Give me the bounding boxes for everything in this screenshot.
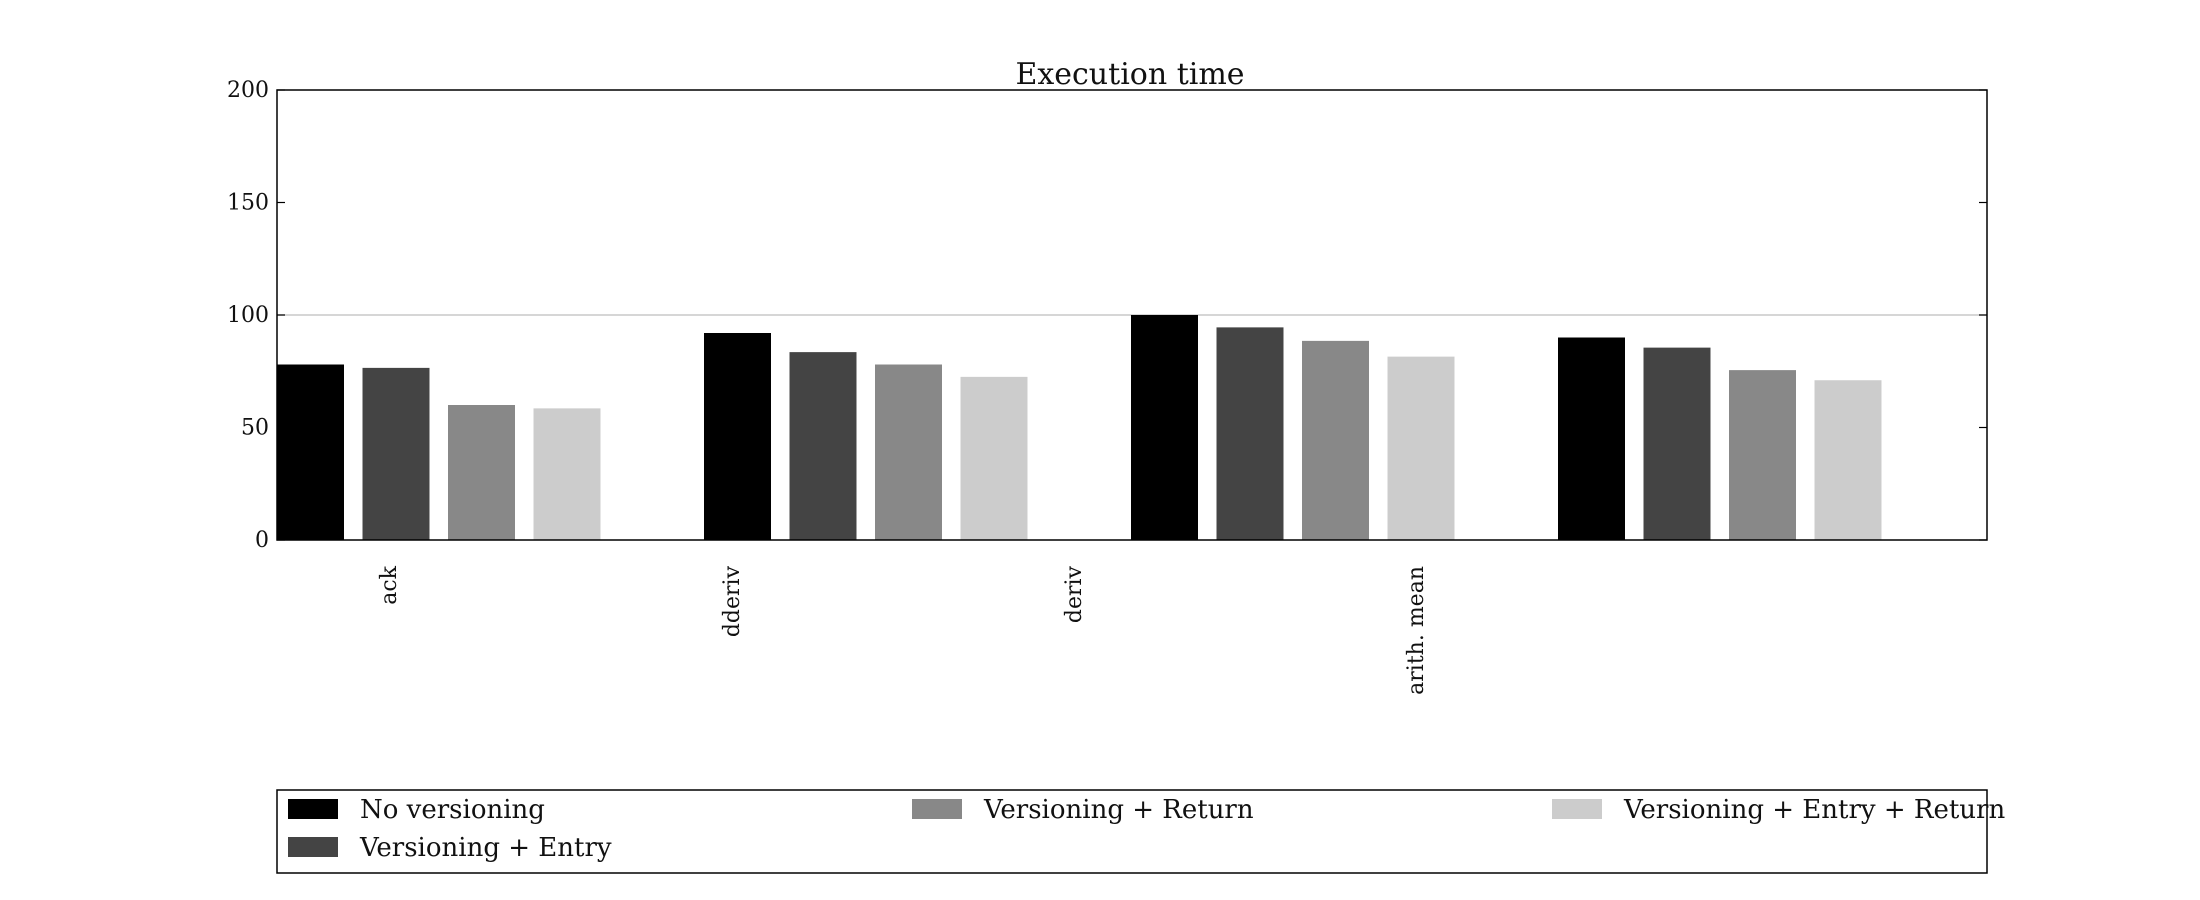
legend-label: Versioning + Entry [359,833,612,863]
bar-3-1 [1131,315,1198,540]
x-tick-label: deriv [1062,565,1087,623]
bar-1-1 [277,364,344,540]
legend-swatch [288,837,338,857]
bar-3-3 [1302,340,1369,540]
legend-frame [276,789,1988,874]
x-tick-label: dderiv [720,565,745,637]
y-tick-label: 50 [241,416,269,441]
legend-swatch [288,799,338,819]
legend-label: No versioning [360,795,545,825]
bars [277,315,1882,540]
bar-1-2 [362,367,430,540]
bar-1-3 [448,405,515,540]
bar-2-1 [704,333,771,540]
y-tick-label: 200 [227,78,269,103]
bar-2-4 [960,376,1028,540]
x-tick-label: ack [377,565,402,604]
legend-swatch [912,799,962,819]
bar-2-3 [875,364,942,540]
bar-4-3 [1729,370,1796,540]
y-tick-label: 0 [255,528,269,553]
legend: No versioning Versioning + Entry Versionin… [276,789,2005,874]
x-axis-labels: ack dderiv deriv arith. mean [377,565,1429,695]
x-tick-label: arith. mean [1404,566,1429,695]
bar-3-2 [1216,327,1284,540]
bar-4-1 [1558,337,1625,540]
bar-4-4 [1814,380,1882,540]
y-tick-label: 150 [227,191,269,216]
bar-4-2 [1643,347,1711,540]
bar-3-4 [1387,356,1455,540]
y-axis-ticks: 0 50 100 150 200 [227,78,1987,553]
bar-1-4 [533,408,601,540]
legend-label: Versioning + Return [983,795,1254,825]
chart-title: Execution time [1015,57,1244,92]
legend-items: No versioning Versioning + Entry Versionin… [288,795,2005,863]
bar-2-2 [789,352,857,540]
legend-swatch [1552,799,1602,819]
y-tick-label: 100 [227,303,269,328]
legend-label: Versioning + Entry + Return [1623,795,2005,825]
